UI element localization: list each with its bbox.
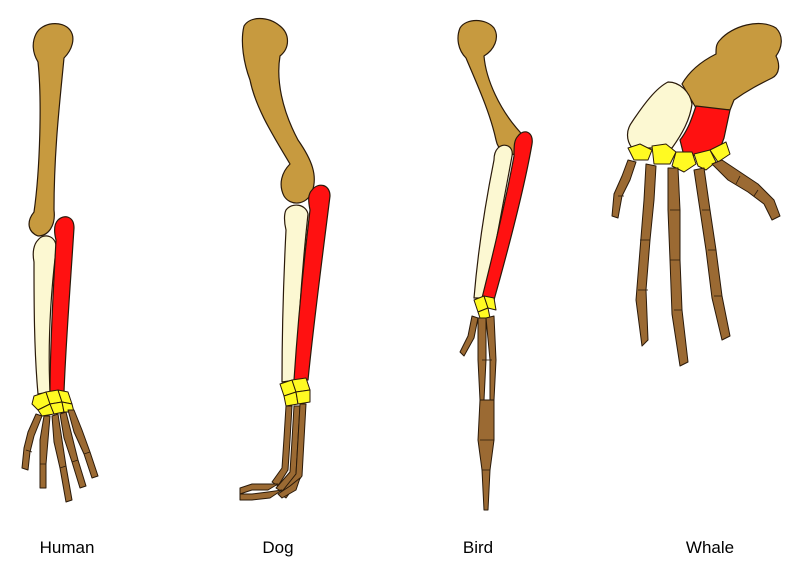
whale-carpals — [627, 141, 731, 173]
whale-humerus — [681, 22, 782, 111]
dog-carpals — [279, 377, 311, 407]
dog-limb — [239, 17, 331, 501]
label-dog: Dog — [262, 538, 294, 557]
dog-humerus — [241, 17, 315, 204]
bird-phalanges — [459, 315, 497, 511]
dog-phalanges — [239, 403, 307, 501]
human-carpals — [31, 389, 75, 417]
human-limb — [21, 23, 99, 503]
label-whale: Whale — [685, 538, 735, 557]
bird-humerus — [457, 19, 526, 155]
whale-limb — [611, 22, 782, 367]
whale-phalanges — [611, 159, 781, 367]
bird-limb — [457, 19, 533, 511]
human-phalanges — [21, 409, 99, 503]
human-humerus — [28, 23, 74, 237]
label-bird: Bird — [462, 538, 494, 557]
bird-carpals — [473, 295, 497, 319]
label-human: Human — [39, 538, 95, 557]
